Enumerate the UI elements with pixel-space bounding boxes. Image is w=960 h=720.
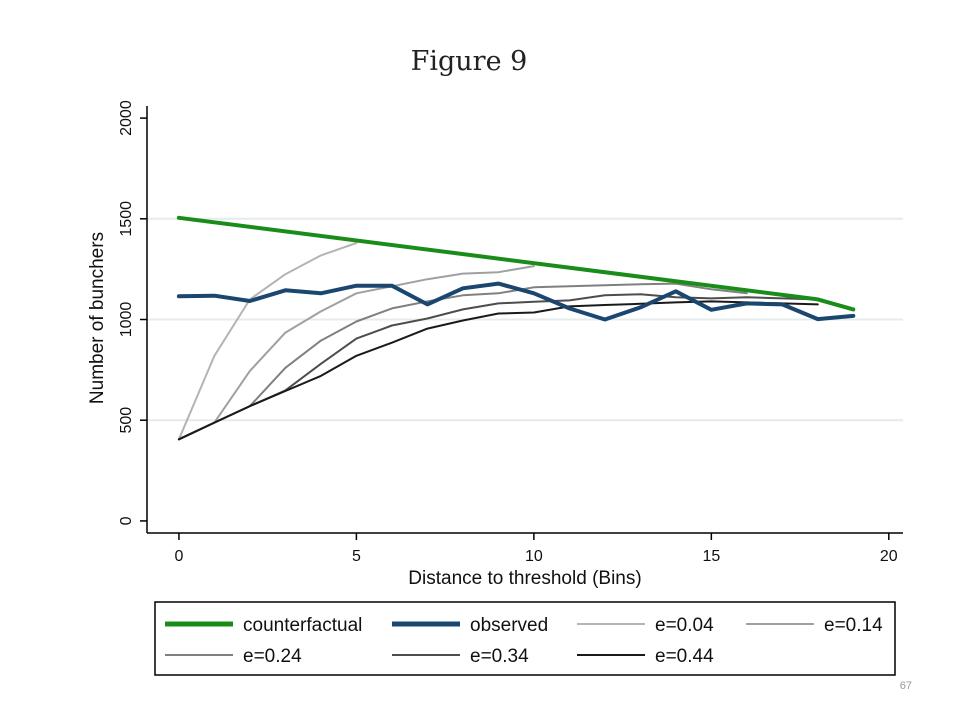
series-line-e-0-04 [177, 242, 358, 441]
y-tick-label: 500 [118, 407, 135, 434]
series-line-e-0-14 [177, 265, 535, 441]
y-tick-label: 1000 [118, 302, 135, 338]
y-tick-label: 1500 [118, 201, 135, 237]
series-line-e-0-44 [177, 300, 819, 441]
x-tick-label: 0 [174, 548, 183, 565]
y-tick-label: 2000 [118, 100, 135, 136]
series-line-observed [176, 281, 856, 322]
legend-label: e=0.44 [655, 646, 714, 667]
x-tick-label: 5 [352, 548, 361, 565]
legend: counterfactual observed e=0.04 e=0.14 e=0.24… [154, 601, 896, 676]
series-lines [176, 215, 856, 441]
grid-lines [147, 217, 903, 422]
y-tick-label: 0 [118, 516, 135, 525]
axes: 0 500 1000 1500 2000 0 5 10 15 20 [118, 100, 903, 565]
x-tick-label: 20 [880, 548, 898, 565]
figure-title: Figure 9 [410, 46, 528, 77]
x-tick-label: 10 [525, 548, 543, 565]
legend-label: observed [470, 615, 548, 636]
y-axis-title: Number of bunchers [87, 232, 108, 404]
legend-label: e=0.24 [243, 646, 302, 667]
x-axis-title: Distance to threshold (Bins) [408, 568, 641, 589]
legend-label: counterfactual [243, 615, 362, 636]
legend-label: e=0.34 [470, 646, 529, 667]
page-number: 67 [899, 680, 912, 692]
series-line-counterfactual [176, 215, 856, 312]
legend-label: e=0.14 [824, 615, 883, 636]
series-line-e-0-34 [177, 293, 819, 441]
x-tick-label: 15 [702, 548, 720, 565]
series-line-e-0-24 [177, 282, 748, 441]
legend-label: e=0.04 [655, 615, 714, 636]
legend-box [154, 601, 896, 676]
